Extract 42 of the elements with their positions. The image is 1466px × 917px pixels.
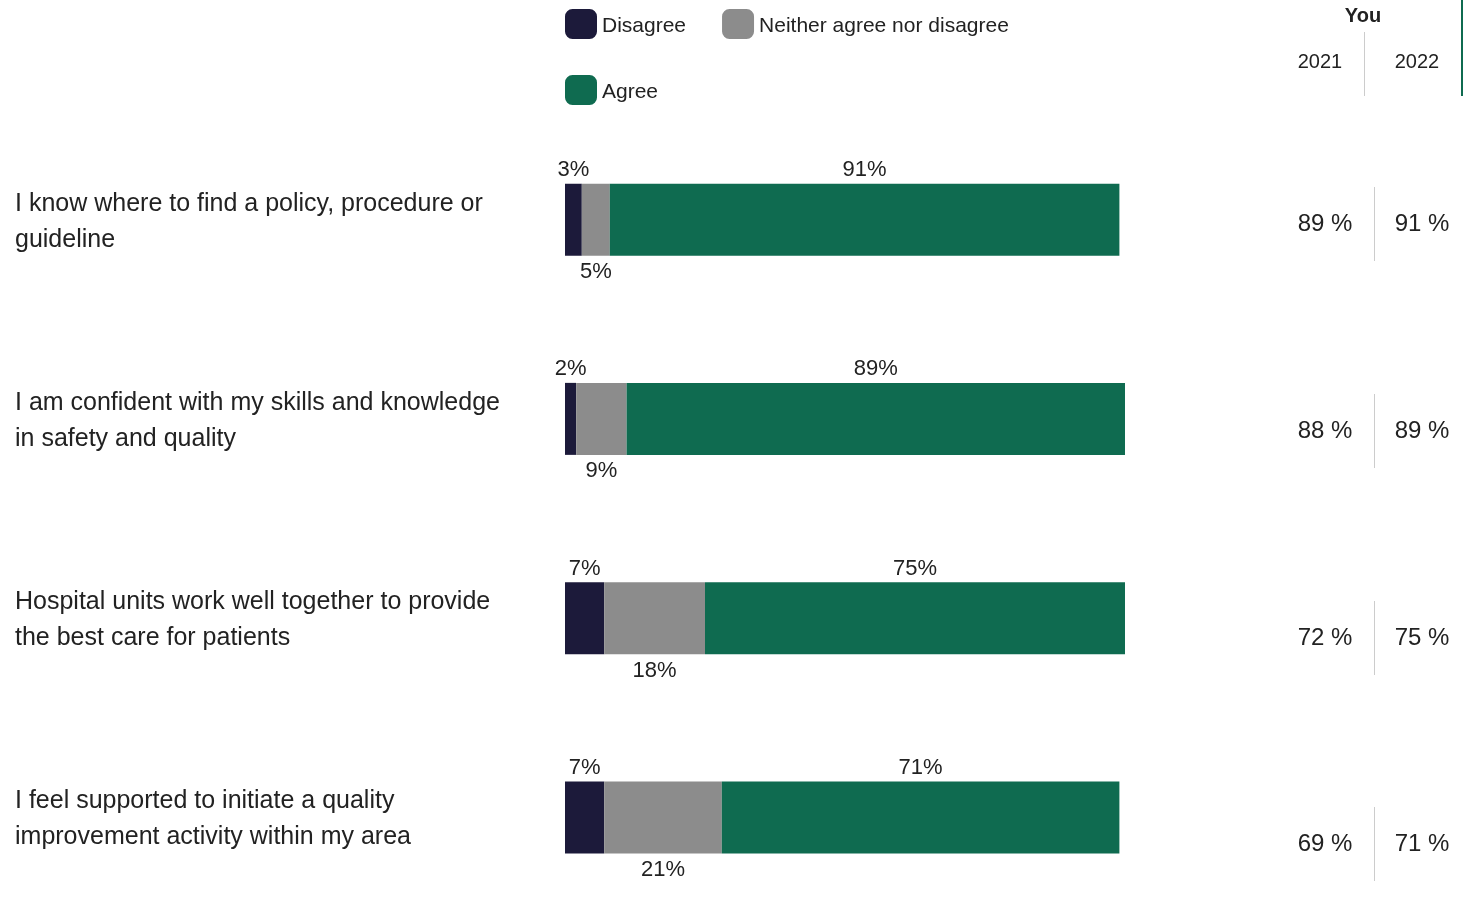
bar bbox=[626, 382, 1125, 455]
bar bbox=[609, 183, 1120, 256]
data-label: 71% bbox=[898, 753, 943, 779]
bar bbox=[565, 382, 577, 455]
text: 88 % bbox=[1297, 416, 1353, 443]
bar bbox=[565, 582, 605, 655]
data-label: 3% bbox=[557, 156, 590, 182]
bar bbox=[581, 183, 610, 256]
data-label: 75% bbox=[892, 554, 938, 580]
y-tick-label: Hospital units work well together to provide the best care for patients bbox=[15, 586, 498, 651]
bar bbox=[576, 382, 627, 455]
bar bbox=[604, 582, 705, 655]
data-label: 9% bbox=[585, 457, 618, 483]
legend-label: Disagree bbox=[602, 12, 687, 36]
data-label: 7% bbox=[568, 753, 601, 779]
text: 71 % bbox=[1394, 829, 1450, 856]
data-label: 18% bbox=[632, 656, 677, 682]
bar bbox=[705, 582, 1125, 655]
text: 91 % bbox=[1394, 209, 1450, 236]
category-label: 2021 bbox=[1296, 50, 1344, 73]
data-label: 21% bbox=[640, 855, 686, 881]
text: 69 % bbox=[1297, 829, 1353, 856]
text: 72 % bbox=[1297, 623, 1353, 650]
data-label: 89% bbox=[853, 355, 898, 381]
bar bbox=[721, 781, 1120, 854]
data-label: 7% bbox=[568, 554, 601, 580]
bar bbox=[604, 781, 722, 854]
legend-label: Agree bbox=[602, 78, 659, 102]
data-label: 5% bbox=[579, 258, 612, 284]
text: 89 % bbox=[1394, 416, 1450, 443]
y-tick-label: I know where to find a policy, procedure or guideline bbox=[15, 187, 490, 252]
y-tick-label: I feel supported to initiate a quality improvement activity within my area bbox=[15, 785, 412, 850]
bar bbox=[565, 781, 605, 854]
legend-label: Neither agree nor disagree bbox=[759, 12, 1009, 36]
text: 75 % bbox=[1394, 623, 1450, 650]
category-label: 2022 bbox=[1393, 50, 1441, 73]
y-tick-label: I am confident with my skills and knowledge in safety and quality bbox=[15, 386, 507, 451]
text: 89 % bbox=[1297, 209, 1353, 236]
data-label: 91% bbox=[842, 156, 887, 182]
bar bbox=[565, 183, 582, 256]
data-label: 2% bbox=[554, 355, 587, 381]
text: You bbox=[1343, 4, 1383, 27]
